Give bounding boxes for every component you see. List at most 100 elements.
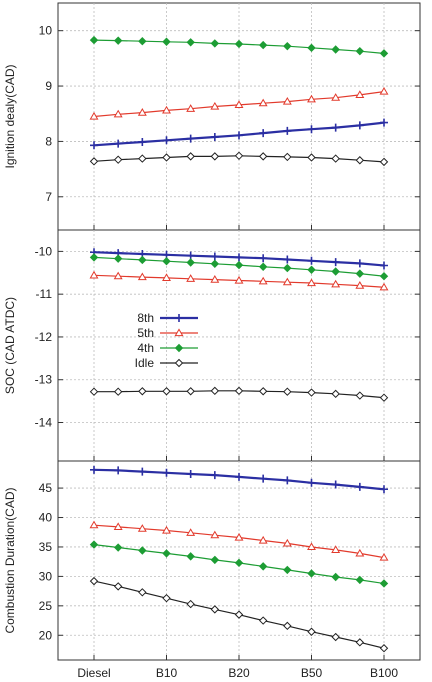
data-point xyxy=(307,153,316,162)
data-point xyxy=(307,43,316,53)
data-point xyxy=(89,111,99,120)
series-5th xyxy=(89,86,389,120)
series-idle xyxy=(89,386,389,402)
y-tick-label: 25 xyxy=(39,599,53,613)
data-point xyxy=(138,137,147,146)
data-point xyxy=(162,549,171,558)
data-point xyxy=(258,98,268,107)
x-tick-label: Diesel xyxy=(77,666,110,680)
data-point xyxy=(138,546,147,555)
data-point xyxy=(186,387,195,396)
data-point xyxy=(283,152,292,162)
y-tick-label: 8 xyxy=(45,134,52,148)
data-point xyxy=(379,271,389,281)
data-point xyxy=(89,157,99,166)
data-point xyxy=(331,45,340,54)
legend-marker xyxy=(175,314,183,322)
data-point xyxy=(162,105,171,114)
legend-label: 4th xyxy=(137,341,154,355)
data-point xyxy=(331,480,340,489)
data-point xyxy=(113,155,123,164)
data-point xyxy=(307,542,316,551)
data-point xyxy=(162,525,171,534)
data-point xyxy=(138,255,147,265)
data-point xyxy=(113,582,123,591)
data-point xyxy=(162,273,171,282)
data-point xyxy=(282,96,292,105)
data-point xyxy=(90,141,98,150)
data-point xyxy=(355,90,365,99)
data-point xyxy=(355,638,365,647)
data-point xyxy=(113,109,123,118)
data-point xyxy=(186,599,195,609)
data-point xyxy=(355,121,364,130)
series-5th xyxy=(89,520,389,561)
y-tick-label: 20 xyxy=(39,628,53,642)
data-point xyxy=(282,538,292,547)
data-point xyxy=(234,100,244,108)
series-8th xyxy=(90,465,388,494)
data-point xyxy=(235,253,243,262)
data-point xyxy=(137,272,147,281)
y-tick-label: -14 xyxy=(35,416,53,430)
data-point xyxy=(355,482,364,491)
data-point xyxy=(210,530,220,539)
data-point xyxy=(379,49,389,58)
data-point xyxy=(138,154,147,163)
data-point xyxy=(234,39,244,49)
data-point xyxy=(186,38,195,47)
y-tick-label: -13 xyxy=(35,373,53,387)
data-point xyxy=(186,274,196,282)
data-point xyxy=(138,467,147,476)
legend-label: Idle xyxy=(135,356,155,370)
ignition-delay-panel: 7 8 9 10 Ignition dealy(CAD) xyxy=(3,2,421,231)
data-point xyxy=(162,257,171,266)
x-tick-label: B50 xyxy=(301,666,323,680)
series-4th xyxy=(89,35,389,58)
data-point xyxy=(258,152,268,161)
data-point xyxy=(258,562,268,571)
legend-label: 5th xyxy=(137,326,154,340)
data-point xyxy=(186,134,195,143)
data-point xyxy=(234,610,244,619)
data-point xyxy=(259,129,268,138)
data-point xyxy=(379,86,389,95)
y-tick-label: 35 xyxy=(39,540,53,554)
data-point xyxy=(234,275,244,284)
data-point xyxy=(379,579,389,588)
data-point xyxy=(90,465,98,474)
data-point xyxy=(380,485,388,494)
data-point xyxy=(331,279,341,288)
data-point xyxy=(114,139,123,148)
data-point xyxy=(283,255,292,264)
data-point xyxy=(89,387,99,396)
data-point xyxy=(331,545,341,554)
legend-marker xyxy=(174,343,184,353)
data-point xyxy=(210,275,220,283)
data-point xyxy=(162,37,171,46)
data-point xyxy=(89,576,99,586)
data-point xyxy=(186,258,195,267)
data-point xyxy=(89,35,99,45)
data-point xyxy=(137,524,147,532)
y-tick-label: 7 xyxy=(45,190,52,204)
x-tick-label: B100 xyxy=(370,666,398,680)
data-point xyxy=(234,386,244,396)
data-point xyxy=(331,389,340,399)
legend-entry-8th: 8th xyxy=(137,311,198,325)
series-8th xyxy=(90,248,388,270)
data-point xyxy=(89,520,99,529)
data-point xyxy=(379,157,389,167)
y-tick-label: 40 xyxy=(39,511,53,525)
data-point xyxy=(282,277,292,286)
data-point xyxy=(307,627,316,636)
data-point xyxy=(138,588,147,597)
soc-panel: -10 -11 -12 -13 -14 SOC (CAD ATDC) xyxy=(3,229,421,462)
soc-y-axis-label: SOC (CAD ATDC) xyxy=(3,297,17,394)
legend-entry-idle: Idle xyxy=(135,356,198,370)
data-point xyxy=(258,40,268,50)
y-tick-label: 30 xyxy=(39,569,53,583)
data-point xyxy=(162,387,171,396)
y-tick-label: -10 xyxy=(35,244,53,258)
